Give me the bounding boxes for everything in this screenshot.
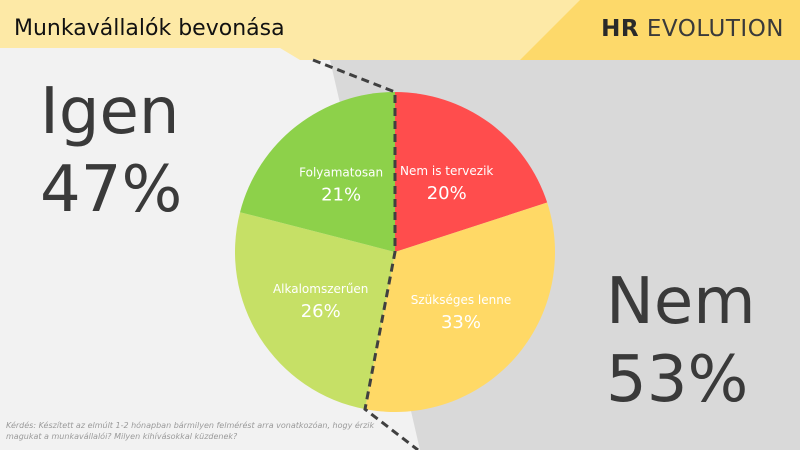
pie-slice-nem-is-tervezik: [395, 92, 548, 252]
pie-slice-folyamatosan: [240, 92, 395, 252]
no-group-value: 53%: [606, 343, 749, 417]
survey-question-footnote: Kérdés: Készített az elmúlt 1-2 hónapban…: [6, 421, 375, 441]
group-divider-line: [312, 58, 419, 450]
page-title: Munkavállalók bevonása: [14, 16, 285, 41]
yes-group-value: 47%: [40, 153, 183, 227]
slice-value-label: 21%: [321, 185, 361, 206]
yes-no-divider: [312, 58, 419, 450]
brand-logo: HR EVOLUTION: [601, 16, 784, 42]
pie-slice-alkalomszer-en: [235, 212, 395, 410]
slice-value-label: 20%: [427, 183, 467, 204]
slice-label: Alkalomszerűen: [273, 282, 368, 296]
brand-logo-rest: EVOLUTION: [639, 16, 784, 42]
header-accent: [520, 0, 800, 60]
no-group-label: Nem: [606, 265, 756, 339]
slice-label: Folyamatosan: [299, 166, 383, 180]
slice-value-label: 33%: [441, 312, 481, 333]
slice-value-label: 26%: [301, 301, 341, 322]
slice-label: Szükséges lenne: [411, 293, 511, 307]
yes-group-label: Igen: [40, 75, 180, 149]
pie-slice-sz-ks-ges-lenne: [365, 202, 556, 413]
slice-label: Nem is tervezik: [400, 164, 493, 178]
brand-logo-bold: HR: [601, 16, 640, 42]
pie-chart: Nem is tervezik 20% Szükséges lenne 33% Alka…: [235, 92, 556, 413]
